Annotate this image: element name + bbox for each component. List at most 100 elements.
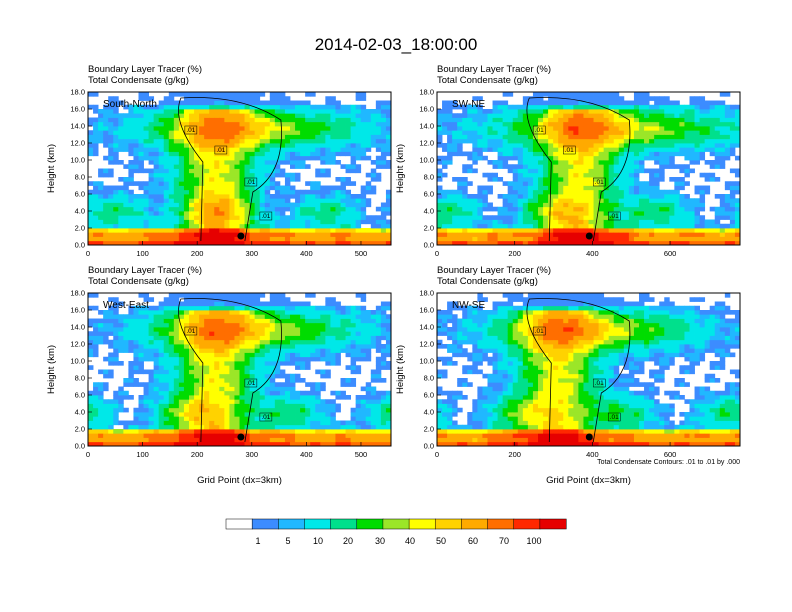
heatmap-cell [704, 240, 711, 246]
heatmap-cell [103, 109, 109, 114]
y-tick-label: 6.0 [424, 190, 434, 199]
heatmap-cell [603, 206, 610, 212]
heatmap-cell [492, 134, 498, 140]
heatmap-cell [639, 117, 645, 123]
heatmap-cell [224, 236, 230, 242]
heatmap-cell [163, 228, 170, 233]
heatmap-cell [244, 164, 250, 169]
heatmap-cell [239, 327, 245, 332]
heatmap-cell [437, 113, 443, 118]
heatmap-cell [598, 113, 605, 118]
heatmap-cell [153, 206, 160, 212]
heatmap-cell [93, 395, 99, 400]
heatmap-cell [320, 202, 326, 208]
heatmap-cell [178, 228, 185, 233]
heatmap-cell [279, 121, 286, 127]
heatmap-cell [103, 126, 109, 131]
heatmap-cell [209, 441, 215, 447]
heatmap-cell [229, 416, 235, 421]
heatmap-cell [163, 155, 170, 161]
heatmap-cell [385, 223, 392, 229]
heatmap-cell [724, 202, 731, 208]
heatmap-cell [699, 121, 706, 127]
heatmap-cell [507, 164, 514, 169]
heatmap-cell [325, 168, 331, 174]
heatmap-cell [173, 327, 180, 332]
heatmap-cell [613, 147, 620, 152]
heatmap-cell [310, 181, 316, 186]
heatmap-cell [133, 305, 139, 311]
heatmap-cell [199, 121, 205, 127]
heatmap-cell [128, 365, 134, 370]
heatmap-cell [674, 206, 680, 212]
heatmap-cell [143, 236, 149, 242]
heatmap-cell [694, 189, 700, 195]
heatmap-cell [598, 151, 605, 157]
heatmap-cell [573, 138, 579, 144]
heatmap-cell [457, 117, 463, 123]
heatmap-cell [492, 236, 498, 242]
heatmap-cell [209, 297, 215, 302]
heatmap-cell [214, 420, 220, 426]
heatmap-cell [173, 344, 180, 349]
heatmap-cell [543, 151, 549, 157]
heatmap-cell [689, 211, 695, 216]
heatmap-cell [214, 185, 220, 191]
heatmap-cell [385, 198, 392, 203]
heatmap-cell [199, 361, 205, 366]
heatmap-cell [88, 437, 94, 443]
heatmap-cell [158, 420, 165, 426]
heatmap-cell [189, 240, 195, 246]
heatmap-cell [563, 202, 569, 208]
y-tick-label: 4.0 [424, 207, 434, 216]
heatmap-cell [229, 211, 235, 216]
heatmap-cell [568, 104, 574, 110]
heatmap-cell [224, 441, 230, 447]
heatmap-cell [684, 121, 690, 127]
heatmap-cell [148, 177, 155, 182]
heatmap-cell [133, 365, 139, 370]
heatmap-cell [385, 202, 392, 208]
heatmap-cell [674, 219, 680, 225]
heatmap-cell [679, 185, 685, 191]
heatmap-cell [178, 433, 185, 438]
heatmap-cell [679, 164, 685, 169]
heatmap-cell [689, 104, 695, 110]
heatmap-cell [138, 228, 144, 233]
heatmap-cell [138, 416, 144, 421]
heatmap-cell [497, 240, 504, 246]
heatmap-cell [335, 228, 341, 233]
heatmap-cell [178, 335, 185, 341]
heatmap-cell [118, 327, 124, 332]
heatmap-cell [103, 206, 109, 212]
heatmap-cell [573, 113, 579, 118]
heatmap-cell [173, 416, 180, 421]
heatmap-cell [340, 194, 346, 199]
heatmap-cell [123, 382, 129, 387]
heatmap-cell [148, 420, 155, 426]
heatmap-cell [118, 117, 124, 123]
heatmap-cell [153, 407, 160, 413]
heatmap-cell [558, 143, 564, 148]
heatmap-cell [138, 314, 144, 319]
heatmap-cell [168, 223, 175, 229]
heatmap-cell [568, 236, 574, 242]
heatmap-cell [189, 185, 195, 191]
heatmap-cell [568, 240, 574, 246]
heatmap-cell [659, 240, 665, 246]
heatmap-cell [320, 121, 326, 127]
heatmap-cell [350, 138, 357, 144]
heatmap-cell [633, 147, 640, 152]
heatmap-cell [204, 297, 210, 302]
heatmap-cell [229, 344, 235, 349]
heatmap-cell [553, 219, 559, 225]
heatmap-cell [310, 130, 316, 135]
heatmap-cell [553, 147, 559, 152]
heatmap-cell [214, 314, 220, 319]
heatmap-cell [133, 134, 139, 140]
heatmap-cell [178, 420, 185, 426]
heatmap-cell [684, 211, 690, 216]
heatmap-cell [623, 177, 630, 182]
heatmap-cell [224, 361, 230, 366]
heatmap-cell [229, 117, 235, 123]
